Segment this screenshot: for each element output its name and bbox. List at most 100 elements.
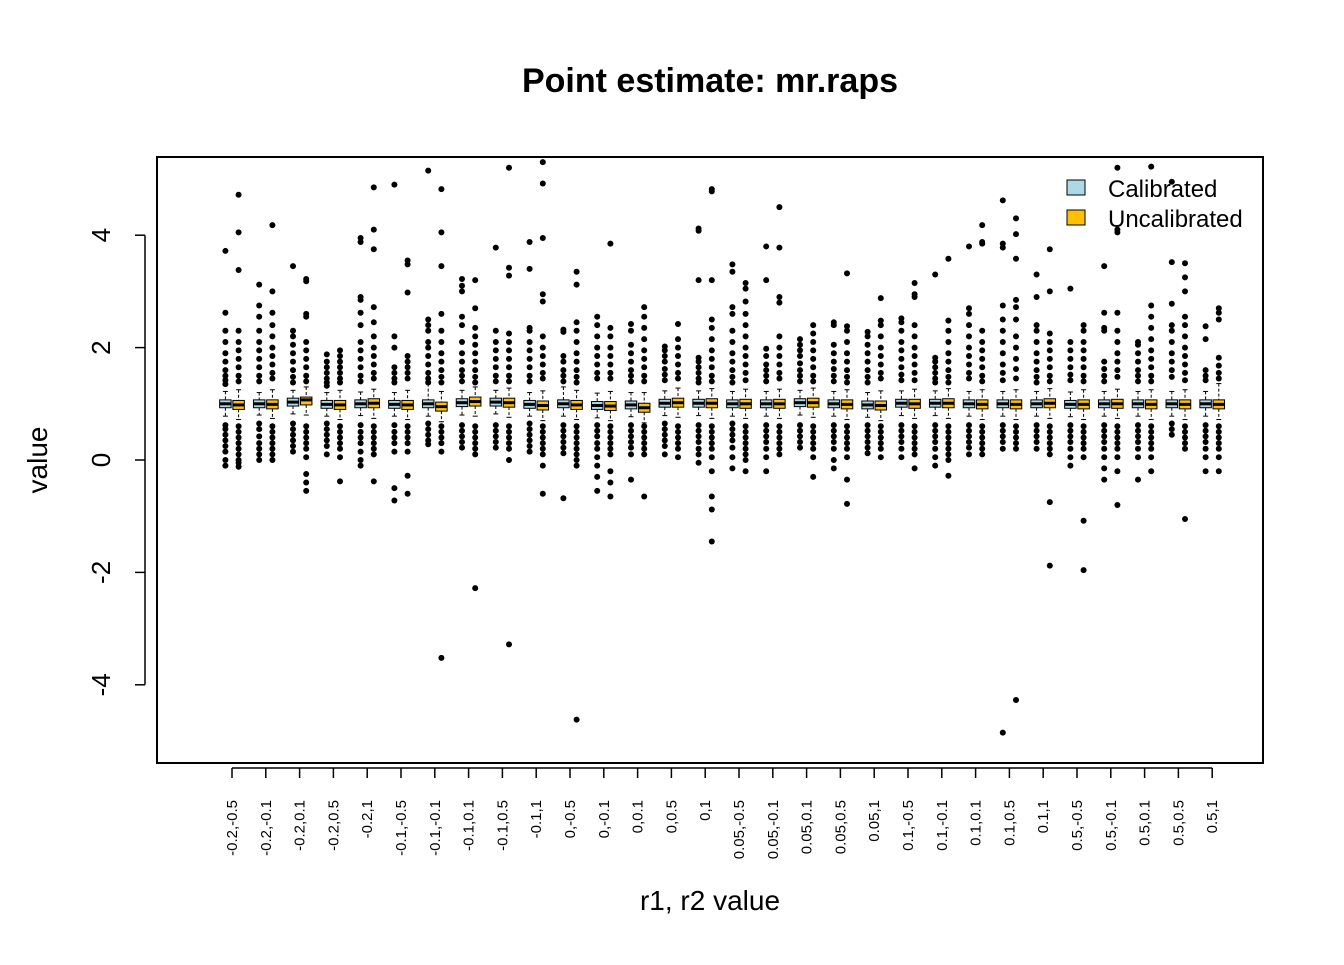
outlier-point-uncal xyxy=(979,423,986,430)
outlier-point-cal xyxy=(560,495,567,502)
outlier-point-cal xyxy=(932,462,939,469)
outlier-point-uncal xyxy=(438,373,445,380)
outlier-point-uncal xyxy=(573,319,580,326)
legend-label-uncalibrated: Uncalibrated xyxy=(1108,206,1243,233)
outlier-point-cal xyxy=(594,344,601,351)
outlier-point-cal xyxy=(864,450,871,457)
x-tick-label: 0.05,-0.1 xyxy=(765,800,782,859)
outlier-point-cal xyxy=(526,420,533,427)
outlier-point-uncal xyxy=(1013,344,1019,351)
outlier-point-cal xyxy=(1033,271,1040,278)
legend-swatch-uncalibrated xyxy=(1066,209,1086,226)
outlier-point-uncal xyxy=(607,440,614,447)
outlier-point-cal xyxy=(492,244,499,251)
outlier-point-uncal xyxy=(404,472,411,479)
outlier-point-cal xyxy=(661,442,668,449)
outlier-point-cal xyxy=(695,364,702,371)
outlier-point-cal xyxy=(256,302,263,309)
outlier-point-cal xyxy=(1202,454,1209,461)
outlier-point-uncal xyxy=(776,445,783,452)
outlier-point-uncal xyxy=(776,294,783,301)
outlier-point-cal xyxy=(966,322,972,329)
outlier-point-uncal xyxy=(370,434,377,441)
outlier-point-uncal xyxy=(1182,274,1188,281)
outlier-point-cal xyxy=(932,454,939,461)
outlier-point-uncal xyxy=(573,327,580,334)
outlier-point-cal xyxy=(1135,350,1141,357)
outlier-point-uncal xyxy=(708,428,715,435)
outlier-point-uncal xyxy=(404,364,411,371)
outlier-point-uncal xyxy=(979,327,986,334)
outlier-point-uncal xyxy=(810,322,817,329)
outlier-point-cal xyxy=(391,181,398,188)
outlier-point-cal xyxy=(864,444,871,451)
outlier-point-uncal xyxy=(810,434,817,441)
outlier-point-uncal xyxy=(506,457,512,463)
outlier-point-cal xyxy=(1135,372,1141,379)
outlier-point-cal xyxy=(492,427,499,434)
outlier-point-uncal xyxy=(235,451,242,458)
outlier-point-cal xyxy=(1101,433,1108,440)
outlier-point-cal xyxy=(932,369,939,376)
outlier-point-uncal xyxy=(1046,440,1053,447)
outlier-point-uncal xyxy=(877,375,884,382)
outlier-point-cal xyxy=(290,431,296,438)
outlier-point-uncal xyxy=(1046,428,1053,435)
outlier-point-uncal xyxy=(506,364,512,371)
x-tick-label: 0.1,-0.5 xyxy=(900,800,917,851)
outlier-point-uncal xyxy=(1080,372,1087,379)
outlier-point-cal xyxy=(425,353,432,360)
outlier-point-cal xyxy=(492,372,499,379)
outlier-point-cal xyxy=(695,445,702,452)
outlier-point-cal xyxy=(1168,426,1175,433)
outlier-point-uncal xyxy=(269,222,276,229)
outlier-point-uncal xyxy=(979,440,986,447)
outlier-point-uncal xyxy=(235,440,242,447)
outlier-point-uncal xyxy=(472,428,479,435)
outlier-point-uncal xyxy=(1182,445,1188,452)
outlier-point-cal xyxy=(1168,350,1175,357)
outlier-point-uncal xyxy=(438,263,445,270)
outlier-point-cal xyxy=(797,422,803,429)
outlier-point-uncal xyxy=(1148,423,1155,430)
outlier-point-uncal xyxy=(1080,454,1087,461)
outlier-point-cal xyxy=(357,338,364,345)
outlier-point-uncal xyxy=(1148,302,1155,309)
outlier-point-uncal xyxy=(1013,375,1019,382)
outlier-point-uncal xyxy=(303,338,310,345)
outlier-point-cal xyxy=(290,358,296,365)
outlier-point-cal xyxy=(966,433,972,440)
outlier-point-cal xyxy=(661,371,668,378)
outlier-point-uncal xyxy=(303,278,310,285)
x-tick-label: -0.1,0.1 xyxy=(461,800,478,851)
outlier-point-cal xyxy=(425,369,432,376)
outlier-point-uncal xyxy=(370,478,377,485)
outlier-point-uncal xyxy=(877,434,884,441)
outlier-point-cal xyxy=(256,378,263,385)
outlier-point-uncal xyxy=(742,451,749,458)
outlier-point-cal xyxy=(594,313,601,320)
outlier-point-cal xyxy=(1202,445,1209,452)
outlier-point-cal xyxy=(661,426,668,433)
outlier-point-cal xyxy=(256,426,263,433)
outlier-point-uncal xyxy=(776,353,783,360)
outlier-point-uncal xyxy=(506,428,512,435)
outlier-point-cal xyxy=(966,305,972,312)
outlier-point-cal xyxy=(695,459,702,466)
outlier-point-uncal xyxy=(810,338,817,345)
outlier-point-uncal xyxy=(1080,567,1087,574)
outlier-point-uncal xyxy=(539,353,546,360)
outlier-point-cal xyxy=(628,327,634,334)
outlier-point-cal xyxy=(526,437,533,444)
outlier-point-uncal xyxy=(742,428,749,435)
outlier-point-cal xyxy=(560,353,567,360)
outlier-point-cal xyxy=(999,350,1006,357)
outlier-point-cal xyxy=(357,457,364,463)
outlier-point-uncal xyxy=(370,304,377,311)
outlier-point-cal xyxy=(1033,367,1040,374)
outlier-point-uncal xyxy=(1013,215,1019,222)
outlier-point-cal xyxy=(797,378,803,385)
outlier-point-cal xyxy=(999,433,1006,440)
outlier-point-uncal xyxy=(1182,333,1188,340)
outlier-point-uncal xyxy=(1182,322,1188,329)
